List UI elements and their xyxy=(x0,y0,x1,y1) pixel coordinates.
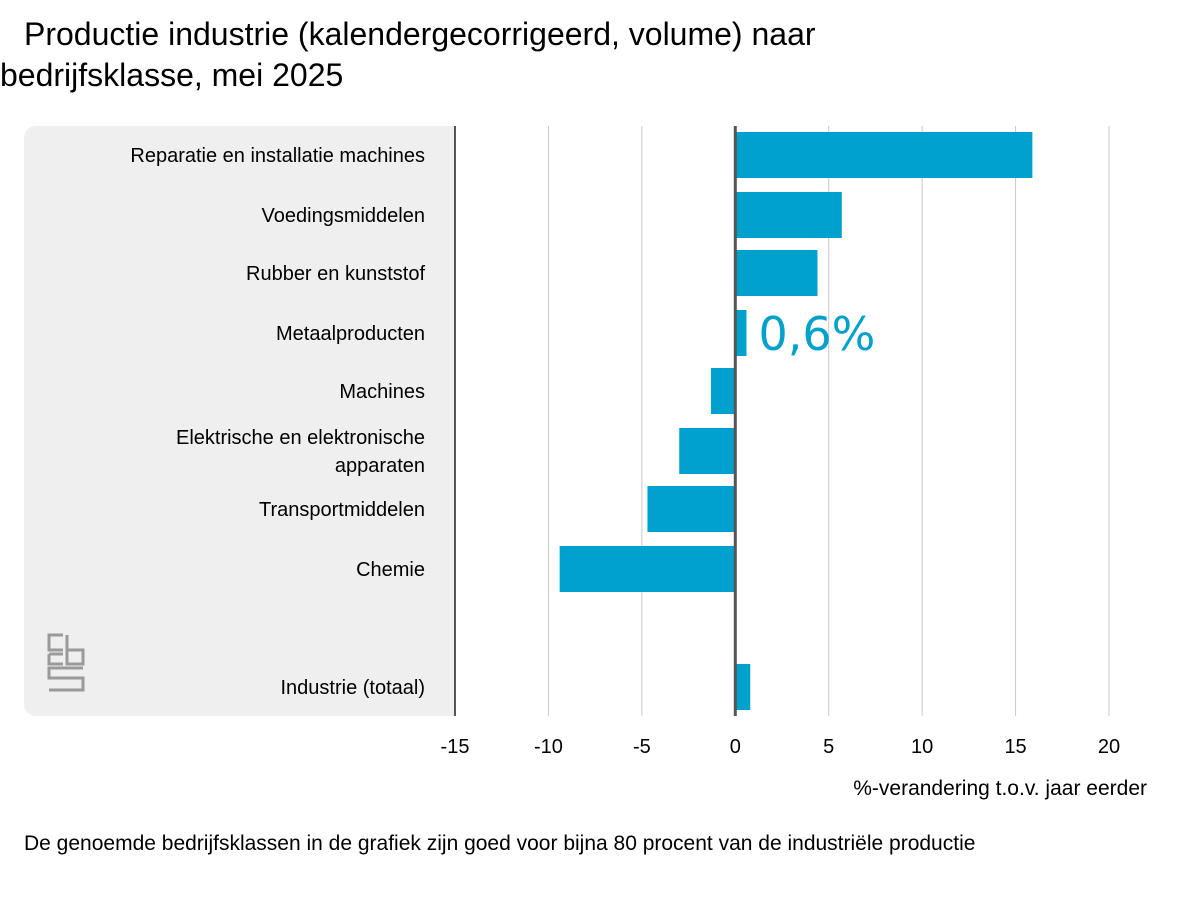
category-label: apparaten xyxy=(335,455,425,477)
bar-2 xyxy=(735,250,818,296)
category-label: Voedingsmiddelen xyxy=(262,205,425,227)
bar-5 xyxy=(679,428,736,474)
label-panel-edge xyxy=(455,124,475,718)
category-label: Transportmiddelen xyxy=(259,499,425,521)
bar-4 xyxy=(710,368,736,414)
x-tick-label: 20 xyxy=(1098,736,1120,758)
x-tick-label: 15 xyxy=(1004,736,1026,758)
x-axis-label: %-verandering t.o.v. jaar eerder xyxy=(853,777,1147,800)
category-label: Elektrische en elektronische xyxy=(176,427,425,449)
label-panel xyxy=(24,126,465,716)
bar-6 xyxy=(647,486,736,532)
bar-8 xyxy=(735,664,751,710)
chart-title-line-1: Productie industrie (kalendergecorrigeer… xyxy=(24,16,816,52)
bar-3 xyxy=(735,310,747,356)
chart-title: Productie industrie (kalendergecorrigeer… xyxy=(0,14,900,96)
category-label: Metaalproducten xyxy=(276,323,425,345)
category-label: Reparatie en installatie machines xyxy=(130,145,425,167)
category-label: Machines xyxy=(339,381,425,403)
x-tick-label: 10 xyxy=(911,736,933,758)
x-tick-label: 5 xyxy=(823,736,834,758)
x-tick-label: -15 xyxy=(441,736,470,758)
bar-1 xyxy=(735,192,842,238)
bar-0 xyxy=(735,132,1033,178)
highlight-value-label: 0,6% xyxy=(758,307,875,361)
category-label: Rubber en kunststof xyxy=(246,263,425,285)
footnote: De genoemde bedrijfsklassen in de grafie… xyxy=(24,832,976,855)
category-label: Industrie (totaal) xyxy=(280,677,425,699)
bar-7 xyxy=(559,546,736,592)
x-tick-label: -5 xyxy=(633,736,651,758)
cbs-logo-icon xyxy=(47,633,85,692)
chart-title-line-2: bedrijfsklasse, mei 2025 xyxy=(0,57,344,93)
category-label: Chemie xyxy=(356,559,425,581)
x-tick-label: -10 xyxy=(534,736,563,758)
x-tick-label: 0 xyxy=(730,736,741,758)
bar-chart: Reparatie en installatie machines Voeding… xyxy=(24,124,1147,800)
